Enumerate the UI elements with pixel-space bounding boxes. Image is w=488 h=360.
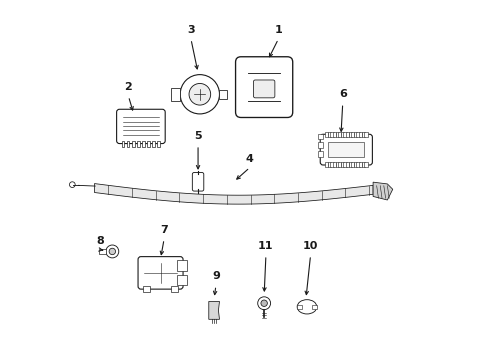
FancyBboxPatch shape [235, 57, 292, 117]
FancyBboxPatch shape [320, 134, 372, 165]
Bar [142, 286, 149, 292]
Bar [147, 141, 149, 147]
Text: 4: 4 [245, 154, 253, 163]
Bar [338, 132, 341, 137]
Circle shape [109, 248, 115, 255]
Circle shape [261, 300, 267, 306]
Bar [126, 141, 129, 147]
Ellipse shape [297, 300, 316, 314]
FancyBboxPatch shape [253, 80, 274, 98]
Text: 10: 10 [302, 241, 318, 251]
Bar [176, 260, 187, 271]
Bar [219, 90, 226, 99]
Text: 2: 2 [124, 82, 132, 92]
PathPatch shape [94, 184, 372, 204]
Bar [358, 162, 362, 167]
Bar [348, 162, 351, 167]
Bar [356, 162, 359, 167]
Circle shape [189, 84, 210, 105]
Bar [311, 305, 316, 309]
Bar [348, 132, 351, 137]
Bar [329, 132, 333, 137]
Bar [132, 141, 134, 147]
Text: 9: 9 [212, 271, 220, 282]
Bar [329, 162, 333, 167]
FancyBboxPatch shape [192, 172, 203, 191]
Circle shape [69, 182, 75, 188]
Bar [346, 132, 348, 137]
Bar [157, 141, 160, 147]
Bar [176, 275, 187, 285]
Bar [332, 162, 335, 167]
Bar [350, 132, 354, 137]
Bar [353, 132, 356, 137]
Bar [350, 162, 354, 167]
Circle shape [106, 245, 119, 258]
Bar [317, 152, 323, 157]
Bar [317, 134, 323, 139]
Text: 7: 7 [160, 225, 168, 235]
Circle shape [180, 75, 219, 114]
Polygon shape [372, 182, 392, 200]
Bar [340, 132, 343, 137]
Bar [325, 132, 327, 137]
Bar [364, 132, 367, 137]
Text: 1: 1 [274, 25, 282, 35]
Bar [356, 132, 359, 137]
Circle shape [257, 297, 270, 310]
FancyBboxPatch shape [138, 257, 183, 289]
Bar [325, 162, 327, 167]
Bar [171, 88, 180, 101]
Bar [327, 162, 330, 167]
Bar [122, 141, 124, 147]
Bar [328, 143, 364, 157]
Bar [361, 132, 364, 137]
Bar [142, 141, 144, 147]
Bar [364, 162, 367, 167]
Bar [332, 132, 335, 137]
Bar [338, 162, 341, 167]
Text: 11: 11 [258, 241, 273, 251]
Bar [99, 249, 106, 253]
Bar [340, 162, 343, 167]
Bar [343, 132, 346, 137]
Bar [327, 132, 330, 137]
Bar [335, 132, 338, 137]
Bar [343, 162, 346, 167]
Bar [137, 141, 140, 147]
Bar [346, 162, 348, 167]
Bar [171, 286, 178, 292]
Text: 5: 5 [194, 131, 202, 141]
Bar [297, 305, 302, 309]
Bar [335, 162, 338, 167]
Polygon shape [208, 301, 219, 319]
Bar [353, 162, 356, 167]
Bar [152, 141, 155, 147]
Bar [358, 132, 362, 137]
FancyBboxPatch shape [116, 109, 165, 144]
Bar [317, 143, 323, 148]
Text: 3: 3 [187, 25, 194, 35]
Text: 6: 6 [338, 89, 346, 99]
Bar [361, 162, 364, 167]
Text: 8: 8 [96, 236, 103, 246]
